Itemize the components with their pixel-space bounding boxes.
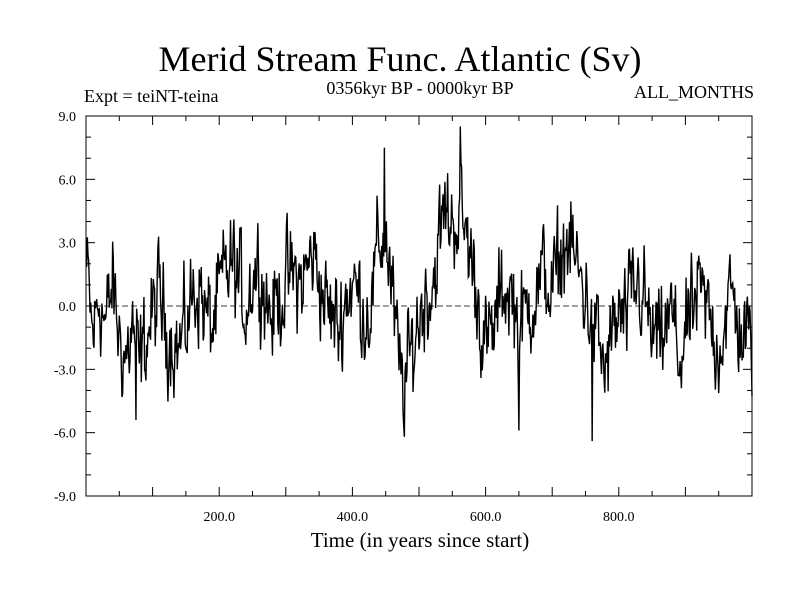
y-tick-label: 0.0	[59, 300, 77, 315]
y-tick-label: 6.0	[59, 173, 77, 188]
time-range-label: 0356kyr BP - 0000kyr BP	[326, 78, 514, 98]
experiment-label: Expt = teiNT-teina	[84, 86, 219, 106]
x-tick-label: 200.0	[203, 510, 235, 525]
y-tick-label: 9.0	[59, 110, 77, 125]
chart-title: Merid Stream Func. Atlantic (Sv)	[158, 39, 642, 79]
months-label: ALL_MONTHS	[634, 82, 754, 102]
tick-labels-layer: 200.0 400.0 600.0 800.0 9.0 6.0 3.0 0.0 -3.0 -6.0…	[54, 110, 635, 525]
y-tick-label: 3.0	[59, 237, 77, 252]
x-tick-label: 400.0	[337, 510, 369, 525]
x-tick-label: 800.0	[603, 510, 635, 525]
x-tick-label: 600.0	[470, 510, 502, 525]
x-axis-label: Time (in years since start)	[310, 528, 530, 552]
y-tick-label: -6.0	[54, 427, 76, 442]
series-line	[85, 126, 753, 442]
plot-frame	[85, 115, 753, 497]
y-tick-label: -3.0	[54, 363, 76, 378]
y-tick-label: -9.0	[54, 490, 76, 505]
ticks-layer	[86, 116, 752, 496]
